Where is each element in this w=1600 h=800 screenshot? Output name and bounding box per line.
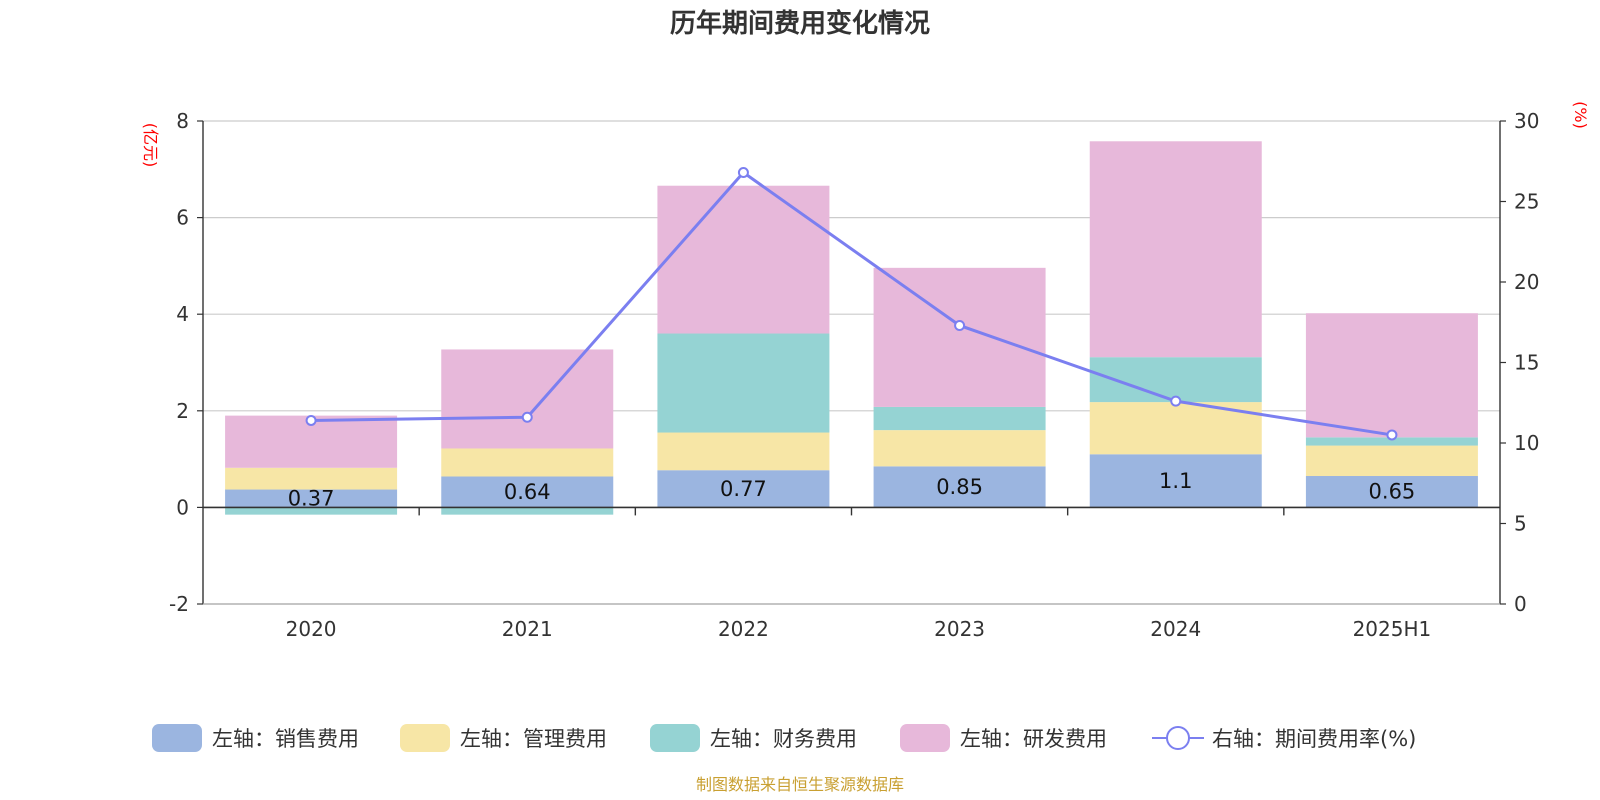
- bar-data-label: 1.1: [1159, 469, 1192, 493]
- chart-title: 历年期间费用变化情况: [670, 8, 930, 39]
- rate-point: [305, 414, 317, 426]
- bar-segment-4: [873, 267, 1046, 407]
- bar-segment-4: [441, 349, 614, 449]
- rate-point: [1170, 395, 1182, 407]
- rate-point: [1386, 429, 1398, 441]
- bar-data-label: 0.37: [288, 486, 335, 510]
- grid-layer: [203, 120, 1500, 605]
- bar-segment-4: [1305, 313, 1478, 438]
- bar-segment-3: [873, 406, 1046, 431]
- x-axis-tick-label: 2025H1: [1353, 617, 1432, 641]
- right-axis-tick-label: 15: [1514, 351, 1539, 375]
- bar-data-label: 0.64: [504, 480, 551, 504]
- left-axis-tick-label: 4: [176, 302, 189, 326]
- bar-layer: [225, 141, 1478, 515]
- right-axis-tick-label: 20: [1514, 270, 1539, 294]
- bar-segment-2: [1305, 445, 1478, 477]
- right-axis-tick-label: 0: [1514, 592, 1527, 616]
- legend-label: 左轴：财务费用: [710, 727, 857, 751]
- x-axis-tick-label: 2024: [1150, 617, 1201, 641]
- legend-swatch: [650, 724, 700, 752]
- bar-segment-1: [225, 489, 398, 508]
- label-layer: 0.37 0.64 0.77 0.85 1.1 0.65: [288, 469, 1416, 511]
- bar-segment-1: [1089, 454, 1262, 508]
- legend-label: 左轴：管理费用: [460, 727, 607, 751]
- bar-segment-1: [657, 470, 830, 508]
- bar-segment-2: [225, 467, 398, 490]
- bar-segment-3: [657, 333, 830, 433]
- bar-data-label: 0.77: [720, 477, 767, 501]
- right-axis-tick-label: 5: [1514, 512, 1527, 536]
- right-axis-tick-label: 10: [1514, 431, 1539, 455]
- legend-label: 右轴：期间费用率(%): [1212, 727, 1416, 751]
- legend: 左轴：销售费用 左轴：管理费用 左轴：财务费用 左轴：研发费用 右轴：期间费用率(%): [152, 724, 1416, 752]
- bar-segment-2: [873, 430, 1046, 467]
- legend-marker-swatch: [1166, 726, 1190, 750]
- x-axis-tick-label: 2022: [718, 617, 769, 641]
- x-axis-tick-label: 2021: [502, 617, 553, 641]
- left-axis-unit: (亿元): [141, 123, 160, 168]
- bar-segment-2: [441, 448, 614, 477]
- rate-line: [311, 170, 1393, 437]
- right-axis-tick-label: 25: [1514, 190, 1539, 214]
- legend-label: 左轴：研发费用: [960, 727, 1107, 751]
- rate-point: [954, 319, 966, 331]
- right-axis-unit: (%): [1571, 101, 1590, 129]
- rate-point: [737, 167, 749, 179]
- left-axis-tick-label: 0: [176, 495, 189, 519]
- bar-segment-3: [441, 507, 614, 515]
- legend-swatch: [152, 724, 202, 752]
- bar-segment-1: [873, 466, 1046, 508]
- left-axis-tick-label: -2: [169, 592, 189, 616]
- left-axis-tick-label: 8: [176, 109, 189, 133]
- source-note: 制图数据来自恒生聚源数据库: [696, 775, 904, 794]
- left-axis-tick-label: 6: [176, 206, 189, 230]
- legend-swatch: [400, 724, 450, 752]
- legend-label: 左轴：销售费用: [212, 727, 359, 751]
- bar-data-label: 0.65: [1369, 480, 1416, 504]
- legend-swatch: [900, 724, 950, 752]
- bar-segment-3: [225, 507, 398, 515]
- bar-segment-4: [657, 185, 830, 334]
- left-axis-tick-label: 2: [176, 399, 189, 423]
- bar-data-label: 0.85: [936, 475, 983, 499]
- bar-segment-4: [1089, 141, 1262, 358]
- bar-segment-1: [1305, 476, 1478, 508]
- bar-segment-1: [441, 476, 614, 508]
- bar-segment-2: [657, 432, 830, 471]
- bar-segment-3: [1305, 437, 1478, 446]
- rate-point: [521, 411, 533, 423]
- x-axis-tick-label: 2023: [934, 617, 985, 641]
- x-axis-tick-label: 2020: [286, 617, 337, 641]
- line-layer: [305, 167, 1398, 441]
- right-axis-tick-label: 30: [1514, 109, 1539, 133]
